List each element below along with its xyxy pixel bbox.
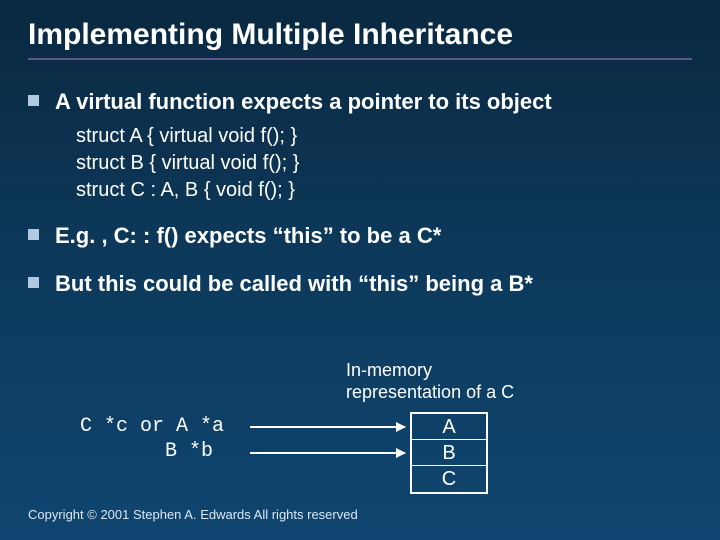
memory-cell-a: A: [412, 414, 486, 440]
title-underline: [28, 58, 692, 60]
memory-table: A B C: [410, 412, 488, 494]
bullet-1-text: A virtual function expects a pointer to …: [55, 88, 552, 117]
bullet-marker-icon: [28, 229, 39, 240]
memory-label-line1: In-memory: [346, 360, 432, 380]
memory-cell-b: B: [412, 440, 486, 466]
copyright-text: Copyright © 2001 Stephen A. Edwards All …: [28, 507, 358, 522]
memory-cell-c: C: [412, 466, 486, 492]
arrow-to-a: [250, 426, 405, 428]
bullet-2-text: E.g. , C: : f() expects “this” to be a C…: [55, 222, 441, 251]
bullet-marker-icon: [28, 95, 39, 106]
code-block: struct A { virtual void f(); } struct B …: [76, 123, 692, 204]
memory-label: In-memory representation of a C: [346, 360, 514, 403]
pointer-label-c-a: C *c or A *a: [80, 415, 224, 438]
pointer-label-b: B *b: [165, 440, 213, 463]
bullet-3: But this could be called with “this” bei…: [28, 270, 692, 299]
arrow-to-b: [250, 452, 405, 454]
slide-title: Implementing Multiple Inheritance: [28, 18, 692, 52]
code-line-3: struct C : A, B { void f(); }: [76, 177, 692, 204]
memory-label-line2: representation of a C: [346, 382, 514, 402]
bullet-2: E.g. , C: : f() expects “this” to be a C…: [28, 222, 692, 251]
code-line-1: struct A { virtual void f(); }: [76, 123, 692, 150]
bullet-1: A virtual function expects a pointer to …: [28, 88, 692, 117]
code-line-2: struct B { virtual void f(); }: [76, 150, 692, 177]
bullet-marker-icon: [28, 277, 39, 288]
bullet-3-text: But this could be called with “this” bei…: [55, 270, 533, 299]
